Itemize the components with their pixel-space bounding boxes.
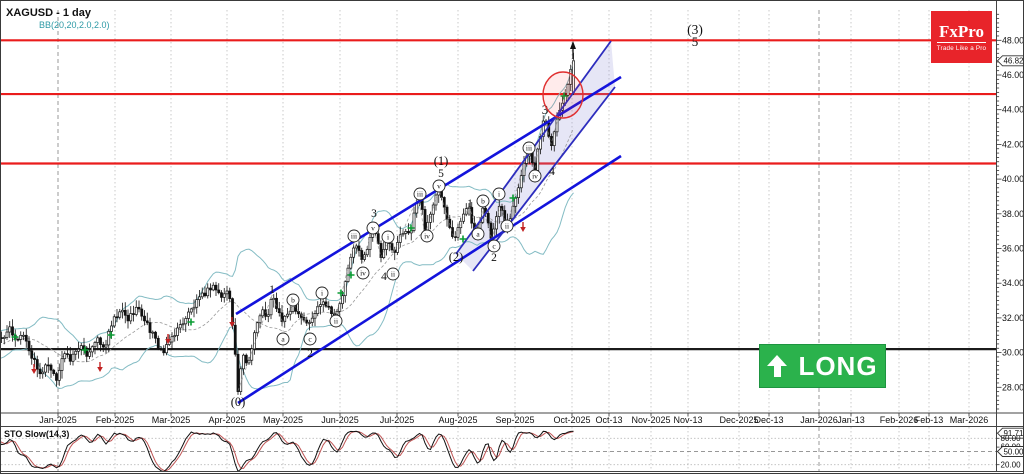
svg-text:91.71: 91.71 [1003, 429, 1024, 438]
svg-text:Jun-2025: Jun-2025 [321, 415, 359, 425]
svg-text:34.00: 34.00 [1002, 278, 1024, 288]
svg-text:3: 3 [542, 102, 549, 117]
long-signal-badge: LONG [759, 344, 886, 388]
svg-text:1: 1 [467, 198, 473, 210]
trend-channel-shade [456, 41, 615, 271]
svg-text:ii: ii [505, 222, 509, 231]
svg-text:20.00: 20.00 [1001, 460, 1022, 469]
svg-text:2: 2 [307, 348, 313, 360]
svg-text:44.00: 44.00 [1002, 105, 1024, 115]
svg-text:Oct-13: Oct-13 [595, 415, 622, 425]
svg-text:Feb-2025: Feb-2025 [96, 415, 135, 425]
svg-text:3: 3 [371, 208, 377, 220]
svg-text:Jan-13: Jan-13 [837, 415, 865, 425]
svg-text:Mar-2026: Mar-2026 [950, 415, 989, 425]
svg-text:b: b [481, 197, 485, 206]
svg-text:Jan-2026: Jan-2026 [800, 415, 838, 425]
svg-text:iv: iv [360, 269, 366, 278]
svg-text:May-2025: May-2025 [263, 415, 303, 425]
candlesticks [1, 52, 575, 396]
svg-text:2: 2 [491, 252, 497, 264]
svg-text:(1): (1) [434, 154, 449, 168]
svg-text:Jan-2025: Jan-2025 [39, 415, 77, 425]
fxpro-logo: FxPro Trade Like a Pro [931, 11, 992, 63]
svg-text:5: 5 [438, 168, 444, 180]
svg-text:v: v [371, 224, 375, 233]
stochastic-indicator-label: STO Slow(14,3) [4, 429, 70, 439]
svg-text:v: v [437, 182, 441, 191]
svg-text:(3): (3) [687, 22, 703, 37]
svg-text:i: i [321, 289, 323, 298]
svg-text:Oct-2025: Oct-2025 [553, 415, 590, 425]
symbol-title: XAGUSD - 1 day [6, 7, 91, 19]
long-signal-label: LONG [798, 350, 878, 381]
svg-text:30.00: 30.00 [1002, 348, 1024, 358]
svg-text:a: a [476, 230, 480, 239]
svg-text:4: 4 [549, 166, 555, 178]
bollinger-bands [1, 63, 574, 390]
elliott-wave-labels: (0)1abc2iiiiiiivv34iiiiiiivv5(1)(2)1abc2… [231, 22, 703, 409]
svg-text:Aug-2025: Aug-2025 [438, 415, 477, 425]
svg-text:a: a [281, 335, 285, 344]
svg-text:5: 5 [692, 34, 699, 49]
svg-text:iii: iii [417, 190, 423, 199]
svg-text:50.00: 50.00 [1003, 447, 1024, 456]
svg-text:42.00: 42.00 [1002, 139, 1024, 149]
svg-text:46.00: 46.00 [1002, 70, 1024, 80]
svg-text:(2): (2) [449, 250, 464, 264]
svg-text:40.00: 40.00 [1002, 174, 1024, 184]
svg-text:Apr-2025: Apr-2025 [208, 415, 245, 425]
svg-text:iv: iv [532, 172, 538, 181]
breakout-highlight [542, 41, 584, 119]
wave-zigzag-path [237, 59, 575, 391]
fxpro-tagline: Trade Like a Pro [936, 41, 987, 52]
time-axis: Jan-2025 Feb-2025 Mar-2025 Apr-2025 May-2025… [39, 413, 988, 425]
svg-text:Jul-2025: Jul-2025 [380, 415, 415, 425]
svg-text:iv: iv [424, 232, 430, 241]
svg-text:Feb-2026: Feb-2026 [880, 415, 919, 425]
price-axis: 48.00 46.00 44.00 42.00 40.00 38.00 36.00 34.00… [996, 13, 1024, 410]
svg-text:4: 4 [381, 271, 387, 283]
svg-text:Nov-2025: Nov-2025 [631, 415, 670, 425]
svg-text:Feb-13: Feb-13 [915, 415, 944, 425]
up-arrow-icon [767, 355, 788, 377]
svg-text:28.00: 28.00 [1002, 382, 1024, 392]
stochastic-panel [1, 430, 996, 473]
bollinger-indicator-label: BB(20,20,2.0,2.0) [39, 20, 110, 30]
svg-text:iii: iii [526, 144, 532, 153]
svg-text:36.00: 36.00 [1002, 244, 1024, 254]
svg-text:(0): (0) [231, 395, 246, 409]
svg-text:48.00: 48.00 [1002, 35, 1024, 45]
svg-text:32.00: 32.00 [1002, 313, 1024, 323]
svg-text:Nov-13: Nov-13 [673, 415, 702, 425]
svg-text:1: 1 [269, 284, 275, 296]
svg-text:46.82: 46.82 [1003, 57, 1024, 66]
svg-text:iii: iii [351, 232, 357, 241]
svg-text:b: b [291, 296, 295, 305]
svg-text:c: c [308, 335, 312, 344]
svg-text:Dec-13: Dec-13 [754, 415, 783, 425]
svg-text:ii: ii [391, 270, 395, 279]
svg-text:Mar-2025: Mar-2025 [152, 415, 191, 425]
signal-markers [11, 92, 568, 374]
svg-text:Sep-2025: Sep-2025 [495, 415, 534, 425]
fxpro-brand-text: FxPro [938, 21, 984, 41]
svg-text:38.00: 38.00 [1002, 209, 1024, 219]
svg-text:Dec-2025: Dec-2025 [719, 415, 758, 425]
svg-text:c: c [492, 242, 496, 251]
svg-text:ii: ii [334, 317, 338, 326]
svg-text:i: i [387, 233, 389, 242]
time-gridlines [57, 10, 970, 471]
svg-text:80.00: 80.00 [1001, 434, 1022, 443]
svg-text:i: i [498, 190, 500, 199]
